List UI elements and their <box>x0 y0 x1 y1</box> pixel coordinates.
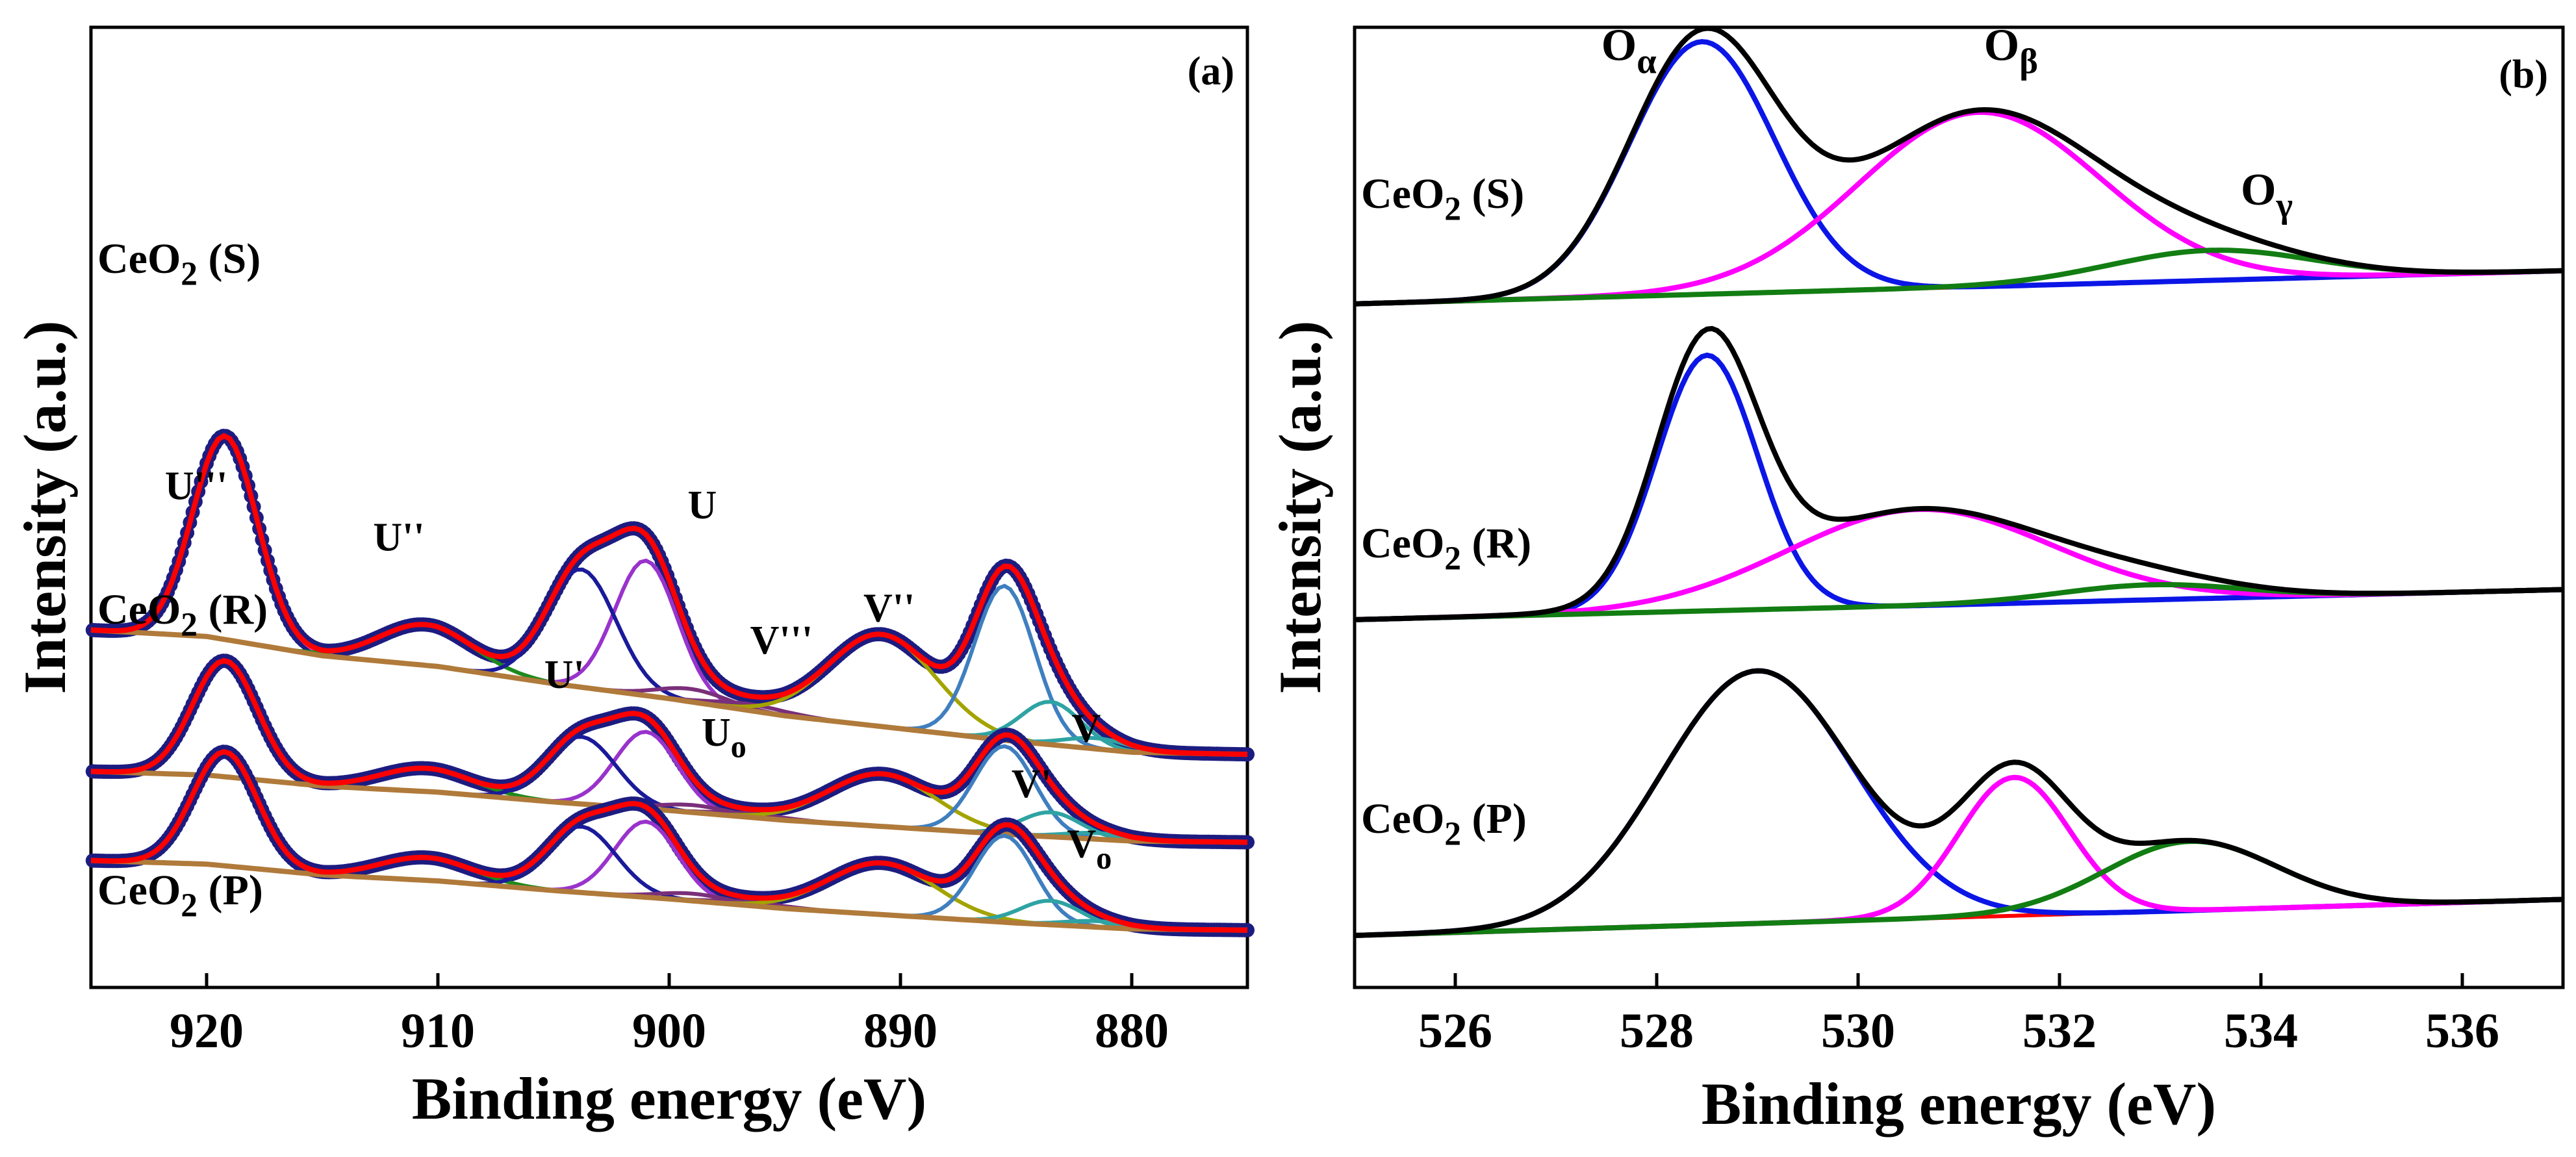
panel-b-x-tick-label: 528 <box>1620 1004 1694 1058</box>
panel-b-sample-3 <box>1354 668 2564 938</box>
peak-annotation: Oγ <box>2241 165 2293 225</box>
panel-b-peak-annotations: Oα Oβ Oγ <box>1601 21 2293 225</box>
sample-label: CeO2 (S) <box>97 235 261 292</box>
panel-b-x-tick-label: 526 <box>1418 1004 1492 1058</box>
panel-b-y-axis-title: Intensity (a.u.) <box>1267 320 1333 694</box>
panel-a-x-axis-title: Binding energy (eV) <box>412 1065 926 1132</box>
fit-envelope <box>90 433 1248 757</box>
panel-b-sample-1 <box>1354 25 2564 307</box>
peak-annotation: U'' <box>373 516 424 560</box>
panel-b-label: (b) <box>2499 53 2548 97</box>
panel-b-x-axis-title: Binding energy (eV) <box>1702 1071 2216 1137</box>
panel-a-sample-3 <box>85 744 1255 937</box>
panel-a-x-tick-label: 890 <box>863 1004 937 1058</box>
sample-label: CeO2 (P) <box>1361 795 1527 852</box>
fit-component-alpha <box>1354 39 2564 307</box>
sample-label: CeO2 (P) <box>97 867 263 924</box>
panel-b-x-tick-label: 534 <box>2224 1004 2298 1058</box>
fit-component-beta <box>1354 109 2564 307</box>
fit-envelope <box>1354 668 2564 938</box>
background-line <box>90 858 1248 933</box>
peak-annotation: Uo <box>702 711 746 764</box>
fit-envelope <box>90 749 1248 933</box>
panel-a-sample-labels: CeO2 (S) CeO2 (R) CeO2 (P) <box>97 235 268 924</box>
fit-envelope <box>1354 25 2564 307</box>
panel-b-sample-labels: CeO2 (S) CeO2 (R) CeO2 (P) <box>1361 170 1531 852</box>
fit-envelope <box>90 657 1248 845</box>
sample-label: CeO2 (R) <box>1361 520 1531 577</box>
panel-b-x-tick-label: 530 <box>1821 1004 1895 1058</box>
panel-a: 920 910 900 890 880 U''' U'' U U' Uo V''' V'' V V' Vo… <box>12 25 1255 1132</box>
panel-a-x-tick-label: 880 <box>1095 1004 1169 1058</box>
panel-a-y-axis-title: Intensity (a.u.) <box>12 320 78 694</box>
peak-annotation: V''' <box>750 618 813 663</box>
peak-annotation: Oα <box>1601 21 1657 81</box>
panel-b-frame <box>1353 25 2565 989</box>
peak-annotation: U' <box>544 653 585 697</box>
peak-annotation: V'' <box>863 587 915 631</box>
panel-b-x-axis: 526 528 530 532 534 536 <box>1418 973 2499 1058</box>
panel-a-x-tick-label: 920 <box>170 1004 244 1058</box>
peak-annotation: Vo <box>1067 822 1112 876</box>
fit-envelope <box>1354 325 2564 622</box>
panel-a-x-tick-label: 900 <box>632 1004 706 1058</box>
peak-annotation: V <box>1071 706 1101 750</box>
panel-a-plot-area <box>85 429 1255 937</box>
panel-a-x-axis: 920 910 900 890 880 <box>170 973 1169 1058</box>
panel-a-x-tick-label: 910 <box>401 1004 475 1058</box>
panel-a-sample-2 <box>85 654 1255 850</box>
panel-a-sample-1 <box>85 429 1255 762</box>
background-line <box>90 627 1248 757</box>
peak-annotation: Oβ <box>1984 21 2038 81</box>
peak-annotation: U''' <box>165 464 227 509</box>
panel-a-peak-annotations: U''' U'' U U' Uo V''' V'' V V' Vo <box>165 464 1112 876</box>
peak-annotation: U <box>687 483 717 528</box>
fit-component-alpha <box>1354 352 2564 622</box>
peak-annotation: V' <box>1012 762 1052 806</box>
panel-b-plot-area <box>1354 25 2564 938</box>
panel-a-label: (a) <box>1188 49 1234 94</box>
sample-label: CeO2 (S) <box>1361 170 1524 227</box>
panel-b-x-tick-label: 532 <box>2022 1004 2097 1058</box>
panel-b-sample-2 <box>1354 325 2564 622</box>
panel-b-x-tick-label: 536 <box>2425 1004 2499 1058</box>
background-line <box>90 769 1248 845</box>
sample-label: CeO2 (R) <box>97 586 268 643</box>
